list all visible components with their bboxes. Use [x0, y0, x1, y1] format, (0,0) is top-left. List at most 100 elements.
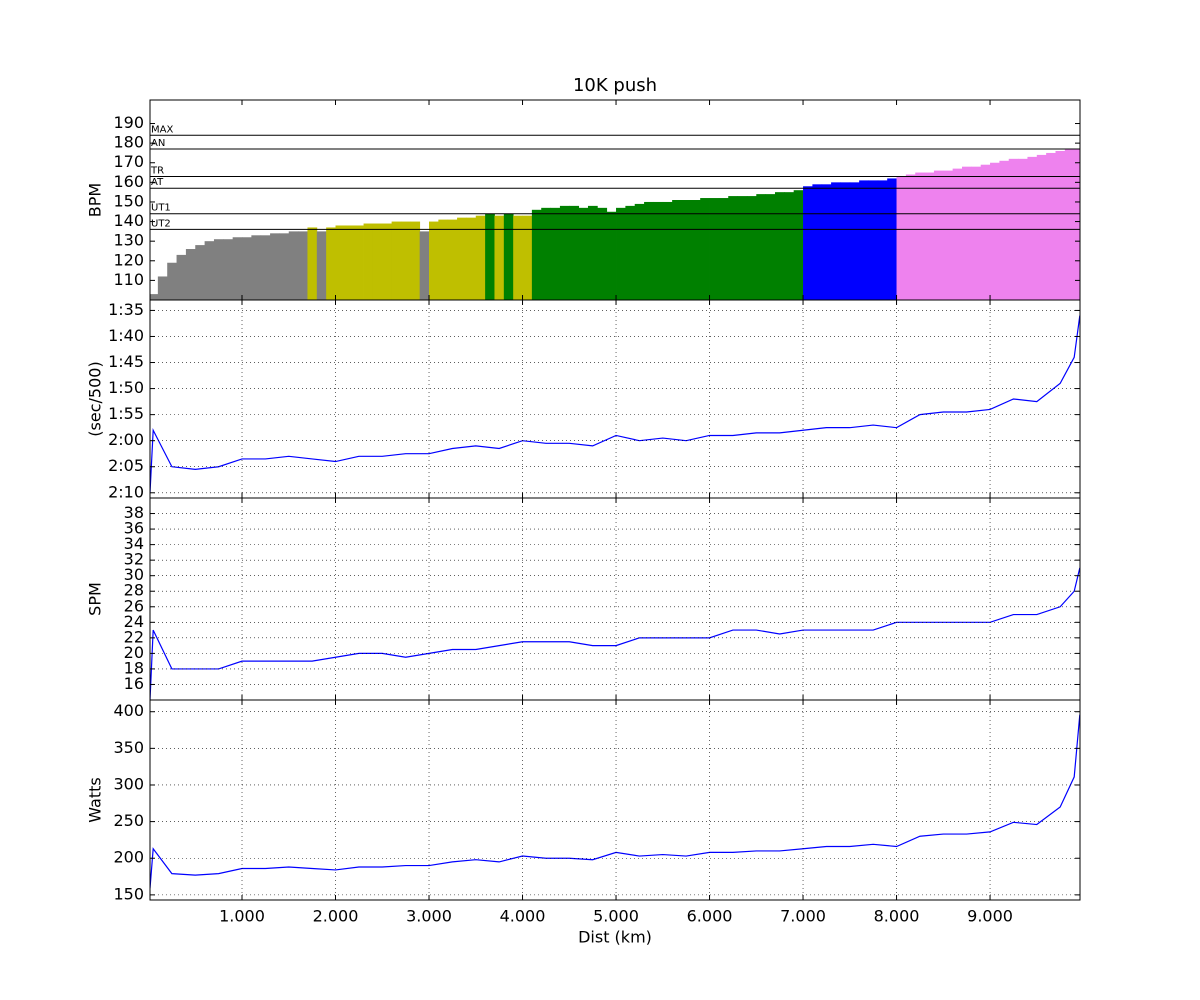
bar	[569, 205, 580, 300]
bar	[877, 180, 888, 300]
bar	[251, 235, 262, 300]
bar	[737, 196, 748, 300]
bar	[952, 168, 963, 300]
zone-label: AN	[151, 138, 165, 149]
bar	[466, 217, 477, 300]
bar	[260, 235, 271, 300]
y-tick-label: 2:10	[108, 482, 144, 501]
x-tick-label: 4.000	[500, 907, 546, 926]
y-axis-label: (sec/500)	[86, 361, 105, 436]
bar	[933, 170, 944, 300]
x-tick-label: 8.000	[874, 907, 920, 926]
bar	[1064, 149, 1075, 300]
y-tick-label: 1:55	[108, 404, 144, 423]
bar	[990, 162, 1000, 300]
bar	[653, 201, 664, 300]
y-tick-label: 130	[113, 231, 144, 250]
bar	[503, 213, 514, 300]
axes-frame	[149, 497, 1081, 701]
bar	[485, 213, 495, 300]
bar	[971, 166, 982, 300]
plot-area	[150, 315, 1080, 493]
bar	[1046, 152, 1056, 300]
bar	[550, 207, 561, 300]
bar	[457, 217, 467, 300]
y-tick-label: 190	[113, 113, 144, 132]
bar	[859, 180, 869, 300]
bar	[279, 233, 290, 300]
x-tick-label: 1.000	[219, 907, 265, 926]
bar	[821, 184, 832, 300]
bar	[1055, 150, 1066, 300]
plot-area	[150, 567, 1080, 700]
y-tick-label: 24	[124, 612, 144, 631]
bar	[896, 176, 907, 300]
bar	[513, 215, 523, 300]
y-tick-label: 34	[124, 534, 144, 553]
bar	[531, 209, 542, 300]
bar	[587, 205, 598, 300]
bar	[167, 262, 177, 300]
y-tick-label: 32	[124, 550, 144, 569]
bar	[410, 221, 421, 300]
bar	[438, 219, 449, 300]
y-tick-label: 110	[113, 270, 144, 289]
y-tick-label: 150	[113, 191, 144, 210]
data-line	[150, 567, 1080, 700]
zone-label: UT2	[151, 218, 171, 229]
bar	[288, 231, 299, 300]
zone-label: UT1	[151, 203, 171, 214]
y-tick-label: 30	[124, 565, 144, 584]
bar	[195, 245, 206, 300]
bar	[961, 166, 972, 300]
bar	[793, 190, 804, 300]
bar	[223, 239, 234, 300]
bar	[690, 200, 701, 300]
bar	[335, 225, 346, 300]
bar	[616, 207, 626, 300]
bar	[400, 221, 411, 300]
y-axis-label: Watts	[86, 777, 105, 822]
bar	[1074, 149, 1080, 300]
y-tick-label: 38	[124, 503, 144, 522]
bar	[915, 172, 925, 300]
bar	[709, 198, 720, 300]
bar	[625, 205, 636, 300]
zone-label: AT	[151, 177, 164, 188]
bar	[185, 249, 196, 300]
y-tick-label: 140	[113, 211, 144, 230]
x-tick-label: 6.000	[687, 907, 733, 926]
data-line	[150, 714, 1080, 889]
x-tick-label: 9.000	[967, 907, 1013, 926]
y-tick-label: 1:45	[108, 352, 144, 371]
bar	[943, 170, 954, 300]
bar	[803, 186, 813, 300]
bar	[307, 227, 318, 300]
bar	[1027, 156, 1038, 300]
bar	[270, 233, 280, 300]
y-tick-label: 1:50	[108, 378, 144, 397]
axes-frame	[149, 299, 1081, 499]
bar	[382, 223, 393, 300]
bar	[232, 237, 243, 300]
bar	[756, 194, 767, 300]
bar	[204, 241, 215, 300]
bar	[812, 184, 823, 300]
y-tick-label: 16	[124, 674, 144, 693]
bar	[578, 207, 589, 300]
y-tick-label: 120	[113, 250, 144, 269]
bar	[924, 172, 935, 300]
bar	[765, 194, 776, 300]
bar	[541, 207, 551, 300]
y-tick-label: 18	[124, 658, 144, 677]
bar	[784, 192, 795, 300]
y-tick-label: 20	[124, 643, 144, 662]
bar	[157, 276, 168, 300]
x-tick-label: 3.000	[406, 907, 452, 926]
bar	[176, 254, 187, 300]
bar	[672, 200, 682, 300]
plot-area	[150, 714, 1080, 889]
y-tick-label: 300	[113, 774, 144, 793]
y-tick-label: 1:40	[108, 326, 144, 345]
